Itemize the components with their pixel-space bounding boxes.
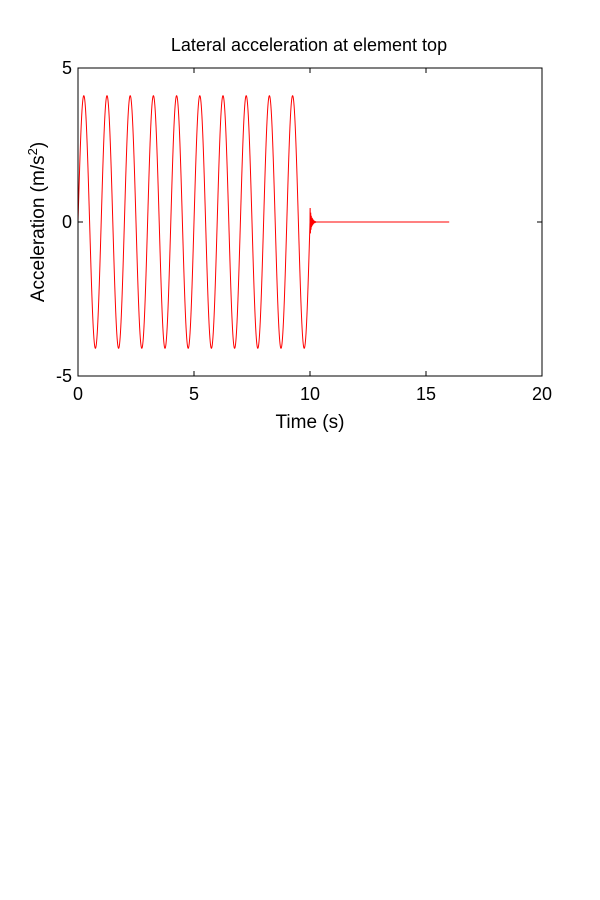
y-axis-label-close: ) [28, 142, 49, 148]
series-layer [77, 95, 450, 349]
y-axis-label-main: Acceleration (m/s [28, 155, 49, 302]
y-axis-label-superscript: 2 [25, 148, 40, 155]
y-tick-label: 0 [62, 212, 72, 232]
chart-title: Lateral acceleration at element top [171, 35, 447, 55]
x-tick-label: 15 [416, 384, 436, 404]
acceleration-series-line [77, 95, 450, 349]
y-tick-label: -5 [56, 366, 72, 386]
y-tick-label: 5 [62, 58, 72, 78]
x-tick-label: 10 [300, 384, 320, 404]
x-tick-label: 5 [189, 384, 199, 404]
x-tick-labels: 0 5 10 15 20 [73, 384, 552, 404]
y-axis-label: Acceleration (m/s2) [25, 142, 49, 302]
x-axis-label: Time (s) [276, 412, 345, 433]
x-tick-label: 0 [73, 384, 83, 404]
x-tick-label: 20 [532, 384, 552, 404]
y-tick-labels: -5 0 5 [56, 58, 72, 386]
tick-marks [77, 67, 543, 377]
